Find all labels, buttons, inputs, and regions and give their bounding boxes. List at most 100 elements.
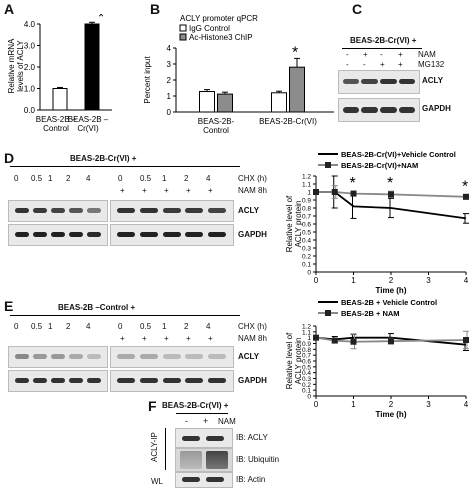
panel-c-sign: - xyxy=(380,50,383,59)
panel-b-category-label: BEAS-2B-Cr(VI) xyxy=(259,117,317,126)
blot-band xyxy=(15,378,29,383)
panel-c-sign: + xyxy=(363,50,368,59)
panel-f-ubiquitin-label: IB: Ubiquitin xyxy=(236,455,280,464)
panel-a-category-label: BEAS-2B – Control xyxy=(36,115,77,133)
panel-e-ytick-label: 0 xyxy=(307,394,311,401)
panel-c-sign: + xyxy=(398,50,403,59)
blot-band xyxy=(139,354,158,359)
lane-nam-sign: + xyxy=(186,334,191,343)
blot-band xyxy=(162,354,181,359)
blot-band xyxy=(15,354,29,359)
lane-time-label: 4 xyxy=(206,174,211,183)
blot-band xyxy=(117,354,135,359)
panel-d-significance-star: * xyxy=(387,175,393,192)
panel-f-minus: - xyxy=(185,416,188,426)
panel-d-ytick-label: 0.1 xyxy=(302,262,311,269)
lane-nam-sign: + xyxy=(164,334,169,343)
panel-d-ytick-label: 1.2 xyxy=(302,174,311,181)
blot-band xyxy=(51,232,65,237)
panel-e-ytick-label: 0.7 xyxy=(302,353,311,360)
panel-d-xlabel: Time (h) xyxy=(376,286,407,295)
panel-d-ytick-label: 0.2 xyxy=(302,254,311,261)
panel-e-point xyxy=(313,334,319,341)
lane-time-label: 4 xyxy=(86,322,91,331)
panel-e-ytick-label: 0.1 xyxy=(302,388,311,395)
panel-e-ytick-label: 0.6 xyxy=(302,359,311,366)
panel-d-gapdh-blot-right xyxy=(110,224,234,246)
lane-time-label: 0 xyxy=(118,174,123,183)
panel-e-nam-label: NAM 8h xyxy=(238,334,267,343)
panel-e-label: E xyxy=(4,298,14,314)
blot-band xyxy=(69,378,83,383)
blot-band xyxy=(162,208,181,213)
panel-e-xlabel: Time (h) xyxy=(376,410,407,419)
lane-time-label: 2 xyxy=(184,322,189,331)
lane-time-label: 1 xyxy=(48,322,53,331)
blot-band xyxy=(15,232,29,237)
panel-f-actin-blot xyxy=(175,472,233,488)
panel-e-acly-label: ACLY xyxy=(238,352,260,361)
panel-e-xtick-label: 2 xyxy=(389,400,394,409)
blot-band xyxy=(87,232,101,237)
panel-e-legend-marker xyxy=(325,310,331,316)
panel-b-ytick-label: 0 xyxy=(167,108,172,117)
panel-d-ytick-label: 0.5 xyxy=(302,230,311,237)
panel-b-label: B xyxy=(150,1,161,17)
blot-band xyxy=(139,378,158,383)
panel-e-ylabel: Relative level ofACLY protein xyxy=(285,332,303,389)
panel-d-point xyxy=(388,191,394,198)
panel-f-label: F xyxy=(148,398,157,414)
lane-time-label: 2 xyxy=(184,174,189,183)
blot-band xyxy=(87,208,101,213)
panel-c-row-label: MG132 xyxy=(418,60,445,69)
panel-a-significance-star: * xyxy=(98,14,104,26)
lane-time-label: 2 xyxy=(66,174,71,183)
blot-band xyxy=(33,354,47,359)
panel-e-point xyxy=(331,337,338,344)
panel-e-ytick-label: 0.2 xyxy=(302,382,311,389)
panel-b-bar xyxy=(217,93,233,113)
panel-e-xtick-label: 3 xyxy=(426,400,431,409)
panel-d-legend-label: BEAS-2B-Cr(VI)+NAM xyxy=(341,161,418,170)
blot-band xyxy=(33,232,47,237)
panel-b-category-label: BEAS-2B-Control xyxy=(198,117,235,135)
panel-d-point xyxy=(350,190,357,197)
blot-band xyxy=(139,208,158,213)
panel-c-label: C xyxy=(352,1,363,17)
lane-time-label: 4 xyxy=(86,174,91,183)
panel-c-sign: - xyxy=(346,60,349,69)
panel-d-legend-label: BEAS-2B-Cr(VI)+Vehicle Control xyxy=(341,150,456,159)
lane-time-label: 0.5 xyxy=(31,174,43,183)
panel-e-xtick-label: 4 xyxy=(464,400,469,409)
lane-time-label: 0.5 xyxy=(31,322,43,331)
panel-e-legend-label: BEAS-2B + Vehicle Control xyxy=(341,298,437,307)
panel-e-ytick-label: 1.1 xyxy=(302,329,311,336)
panel-d-ytick-label: 0.6 xyxy=(302,222,311,229)
panel-d-significance-star: * xyxy=(462,178,468,195)
panel-c-sign: + xyxy=(398,60,403,69)
lane-time-label: 1 xyxy=(48,174,53,183)
panel-d-acly-label: ACLY xyxy=(238,206,260,215)
panel-d-ytick-label: 1 xyxy=(307,190,311,197)
lane-nam-sign: + xyxy=(164,186,169,195)
lane-nam-sign: + xyxy=(120,186,125,195)
blot-band xyxy=(208,208,227,213)
panel-c-header: BEAS-2B-Cr(VI) + xyxy=(350,36,417,45)
blot-band xyxy=(15,208,29,213)
panel-d-xtick-label: 4 xyxy=(464,276,469,285)
panel-c-sign: + xyxy=(380,60,385,69)
panel-e-acly-blot-left xyxy=(8,346,108,368)
lane-nam-sign: + xyxy=(208,186,213,195)
lane-time-label: 2 xyxy=(66,322,71,331)
lane-time-label: 0 xyxy=(14,322,19,331)
blot-band xyxy=(185,354,204,359)
panel-b-ylabel: Percent input xyxy=(143,56,152,104)
panel-e-ytick-label: 1 xyxy=(307,335,311,342)
panel-d-point xyxy=(331,189,338,195)
lane-time-label: 0 xyxy=(118,322,123,331)
lane-nam-sign: + xyxy=(208,334,213,343)
panel-a-category-label: BEAS-2B – Cr(VI) xyxy=(68,115,109,133)
panel-e-header-line xyxy=(10,315,240,316)
